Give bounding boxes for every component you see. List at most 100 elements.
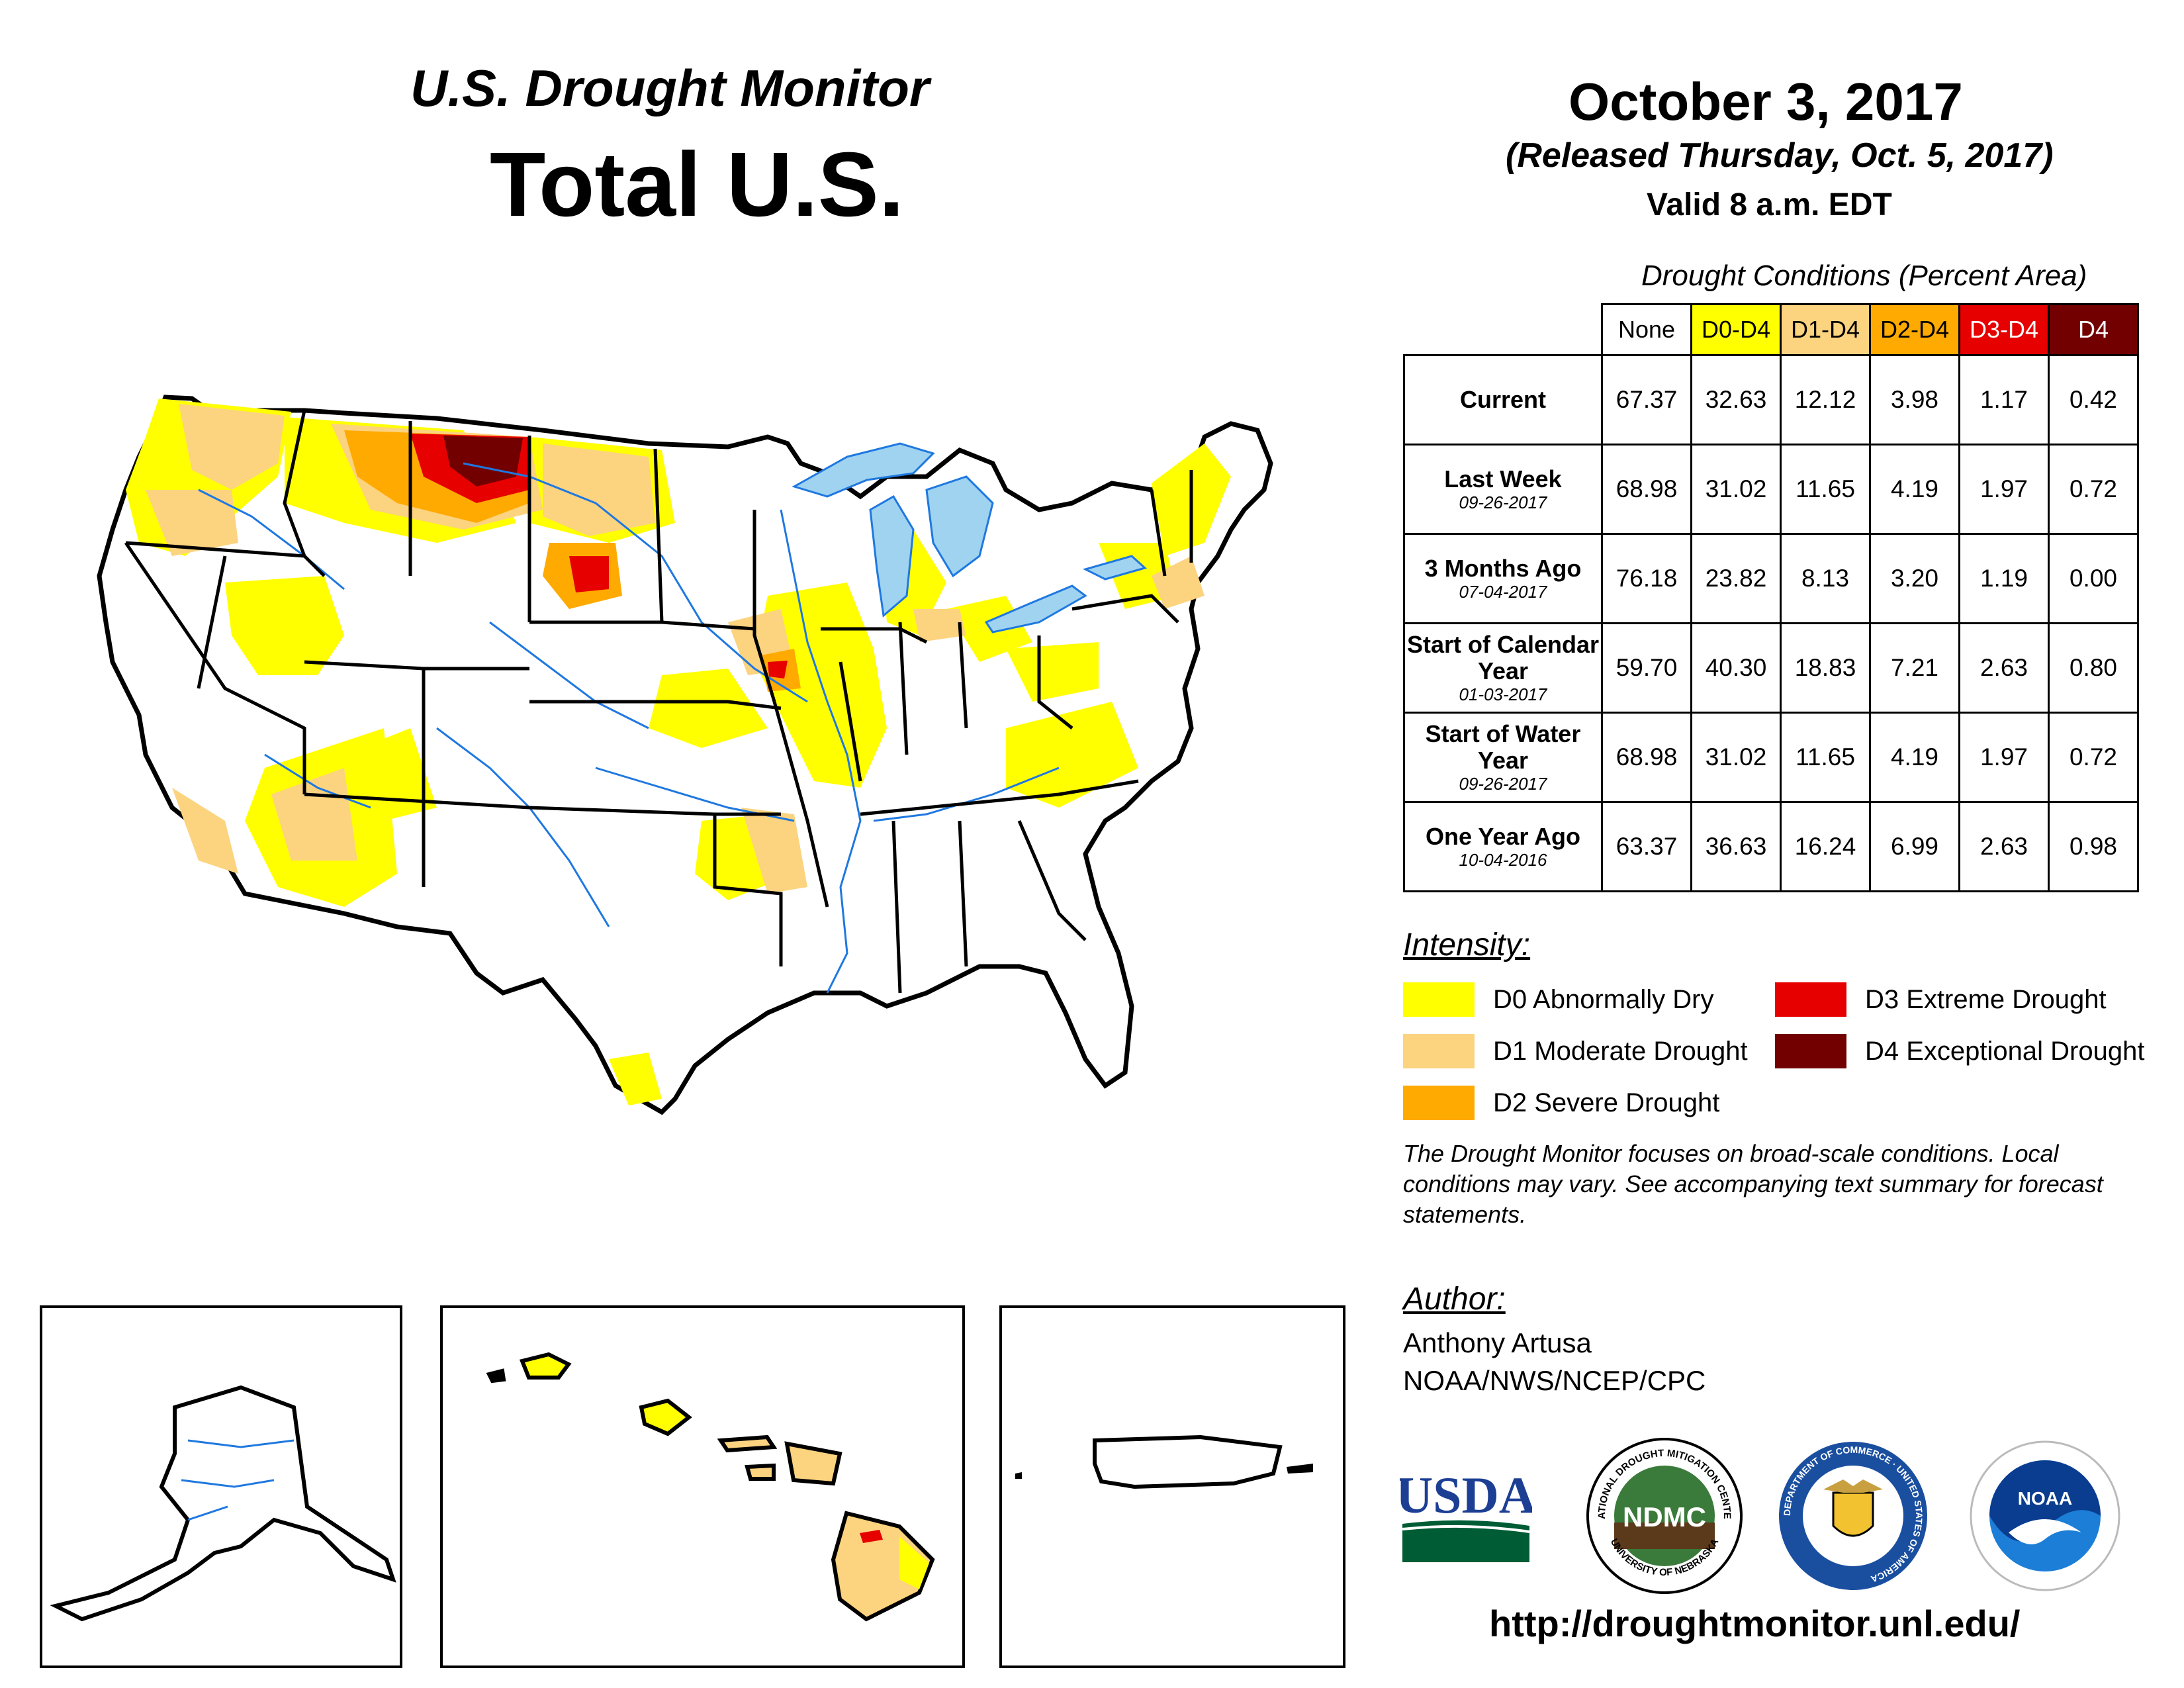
hawaii-inset — [440, 1305, 965, 1668]
table-row: Last Week 09-26-2017 68.98 31.02 11.65 4.19 1.… — [1403, 444, 2139, 535]
legend-swatch — [1775, 982, 1846, 1017]
col-header: D2-D4 — [1869, 303, 1960, 356]
alaska-rivers — [181, 1439, 295, 1521]
author-title: Author: — [1403, 1282, 1506, 1317]
table-cell: 11.65 — [1780, 444, 1871, 535]
row-label: Current — [1403, 354, 1603, 445]
great-lakes — [792, 442, 1148, 633]
table-cell: 1.97 — [1958, 712, 2050, 803]
table-row: Start of Water Year 09-26-2017 68.98 31.02 1… — [1403, 712, 2139, 803]
table-cell: 4.19 — [1869, 712, 1960, 803]
table-cell: 32.63 — [1690, 354, 1782, 445]
map-date: October 3, 2017 — [1569, 72, 1963, 131]
table-cell: 68.98 — [1601, 444, 1692, 535]
row-label-text: Start of Water Year — [1425, 720, 1581, 774]
disclaimer-note: The Drought Monitor focuses on broad-sca… — [1403, 1140, 2103, 1228]
col-header: D3-D4 — [1958, 303, 2050, 356]
table-cell: 76.18 — [1601, 533, 1692, 624]
table-corner — [1404, 304, 1603, 356]
col-header: D4 — [2048, 303, 2139, 356]
table-cell: 2.63 — [1958, 622, 2050, 714]
table-cell: 1.19 — [1958, 533, 2050, 624]
alaska-inset — [40, 1305, 402, 1668]
author-org: NOAA/NWS/NCEP/CPC — [1403, 1365, 1706, 1396]
legend-label: D0 Abnormally Dry — [1493, 984, 1714, 1014]
table-cell: 63.37 — [1601, 801, 1692, 892]
table-cell: 68.98 — [1601, 712, 1692, 803]
table-cell: 12.12 — [1780, 354, 1871, 445]
row-label-date: 09-26-2017 — [1459, 774, 1547, 794]
table-cell: 3.20 — [1869, 533, 1960, 624]
row-label: Last Week 09-26-2017 — [1403, 444, 1603, 535]
table-cell: 16.24 — [1780, 801, 1871, 892]
mona-island — [1015, 1472, 1022, 1479]
table-cell: 8.13 — [1780, 533, 1871, 624]
state-borders — [124, 410, 1193, 994]
table-row: One Year Ago 10-04-2016 63.37 36.63 16.24 6.9… — [1403, 801, 2139, 892]
legend-item-d2: D2 Severe Drought — [1403, 1086, 1719, 1120]
table-cell: 1.97 — [1958, 444, 2050, 535]
puerto-rico-inset — [999, 1305, 1345, 1668]
commerce-seal: DEPARTMENT OF COMMERCE · UNITED STATES O… — [1779, 1442, 1927, 1590]
table-cell: 11.65 — [1780, 712, 1871, 803]
conus-map — [97, 395, 1273, 1115]
vieques — [1287, 1464, 1313, 1474]
conus-land — [97, 395, 1273, 1115]
row-label-text: Current — [1459, 386, 1546, 413]
col-header: D0-D4 — [1690, 303, 1782, 356]
table-cell: 31.02 — [1690, 444, 1782, 535]
hawaii-islands — [486, 1352, 935, 1622]
table-row: Start of Calendar Year 01-03-2017 59.70 40.… — [1403, 622, 2139, 714]
drought-conditions-table: None D0-D4 D1-D4 D2-D4 D3-D4 D4 Current 6… — [1403, 303, 2139, 892]
table-cell: 59.70 — [1601, 622, 1692, 714]
row-label: 3 Months Ago 07-04-2017 — [1403, 533, 1603, 624]
ndmc-logo-text: NDMC — [1623, 1501, 1706, 1532]
release-date: (Released Thursday, Oct. 5, 2017) — [1506, 136, 2054, 175]
col-header: None — [1601, 303, 1692, 356]
table-cell: 0.72 — [2048, 444, 2139, 535]
usda-logo-text: USDA — [1400, 1466, 1532, 1524]
col-header: D1-D4 — [1780, 303, 1871, 356]
legend-swatch — [1403, 1086, 1475, 1120]
table-row: 3 Months Ago 07-04-2017 76.18 23.82 8.13 3.20… — [1403, 533, 2139, 624]
drought-d4-areas — [443, 436, 523, 487]
row-label-text: 3 Months Ago — [1424, 555, 1582, 582]
row-label-text: One Year Ago — [1425, 823, 1581, 850]
ndmc-logo: NDMC NATIONAL DROUGHT MITIGATION CENTER … — [1585, 1436, 1743, 1594]
table-cell: 0.72 — [2048, 712, 2139, 803]
row-label: One Year Ago 10-04-2016 — [1403, 801, 1603, 892]
row-label-text: Last Week — [1444, 465, 1562, 492]
table-cell: 0.00 — [2048, 533, 2139, 624]
legend-item-d4: D4 Exceptional Drought — [1775, 1034, 2144, 1068]
noaa-logo-text: NOAA — [2018, 1488, 2072, 1509]
table-cell: 6.99 — [1869, 801, 1960, 892]
legend-label: D2 Severe Drought — [1493, 1088, 1720, 1117]
region-title: Total U.S. — [490, 134, 905, 236]
table-row: Current 67.37 32.63 12.12 3.98 1.17 0.42 — [1403, 354, 2139, 445]
legend-swatch — [1403, 982, 1475, 1017]
product-title: U.S. Drought Monitor — [410, 59, 930, 117]
table-cell: 0.98 — [2048, 801, 2139, 892]
legend-item-d3: D3 Extreme Drought — [1775, 982, 2107, 1017]
legend-item-d1: D1 Moderate Drought — [1403, 1034, 1748, 1068]
row-label: Start of Calendar Year 01-03-2017 — [1403, 622, 1603, 714]
table-cell: 36.63 — [1690, 801, 1782, 892]
table-cell: 3.98 — [1869, 354, 1960, 445]
row-label-date: 01-03-2017 — [1459, 684, 1547, 704]
legend-title: Intensity: — [1403, 927, 1531, 962]
legend-swatch — [1403, 1034, 1475, 1068]
table-cell: 0.80 — [2048, 622, 2139, 714]
legend-label: D1 Moderate Drought — [1493, 1036, 1748, 1066]
row-label-date: 10-04-2016 — [1459, 850, 1547, 870]
legend-label: D3 Extreme Drought — [1865, 984, 2107, 1014]
table-cell: 2.63 — [1958, 801, 2050, 892]
row-label-date: 09-26-2017 — [1459, 492, 1547, 512]
usda-logo: USDA — [1400, 1466, 1532, 1562]
noaa-logo: NOAA — [1970, 1440, 2120, 1591]
table-cell: 7.21 — [1869, 622, 1960, 714]
legend-label: D4 Exceptional Drought — [1865, 1036, 2145, 1066]
table-cell: 67.37 — [1601, 354, 1692, 445]
table-caption: Drought Conditions (Percent Area) — [1641, 259, 2087, 292]
website-url[interactable]: http://droughtmonitor.unl.edu/ — [1489, 1603, 2021, 1644]
row-label-date: 07-04-2017 — [1459, 582, 1547, 602]
